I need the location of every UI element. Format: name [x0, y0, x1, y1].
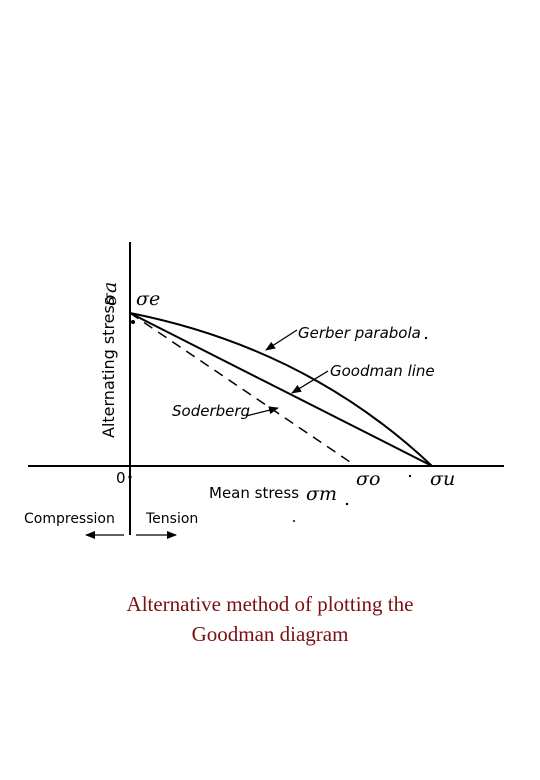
speck [424, 336, 428, 340]
goodman-diagram: Alternating stress σa σe σo σu 0 Gerber … [24, 242, 504, 539]
gerber-parabola-curve [129, 312, 433, 467]
sigma-u-label: σu [430, 468, 455, 490]
gerber-parabola-label: Gerber parabola [298, 324, 421, 342]
y-axis-symbol: σa [99, 282, 121, 306]
x-axis-symbol: σm [306, 483, 337, 505]
goodman-leader-arrow [291, 370, 329, 394]
y-axis-label: Alternating stress [99, 297, 118, 438]
caption-line-2: Goodman diagram [191, 622, 349, 646]
sigma-e-label: σe [136, 288, 160, 310]
gerber-leader-arrow [265, 329, 298, 351]
origin-point [128, 475, 132, 479]
goodman-line-label: Goodman line [330, 362, 435, 380]
compression-label: Compression [24, 511, 115, 527]
speck [345, 502, 349, 506]
sigma-o-label: σo [356, 468, 380, 490]
speck [293, 520, 295, 522]
soderberg-leader-arrow [245, 406, 279, 417]
speck [408, 474, 412, 478]
origin-label: 0 [116, 469, 126, 487]
soderberg-line [129, 312, 357, 467]
sigma-e-point [131, 320, 135, 324]
caption-line-1: Alternative method of plotting the [126, 592, 414, 616]
soderberg-label: Soderberg [172, 402, 250, 420]
tension-label: Tension [145, 511, 198, 527]
x-axis-label: Mean stress [209, 484, 299, 502]
goodman-line [129, 312, 433, 467]
